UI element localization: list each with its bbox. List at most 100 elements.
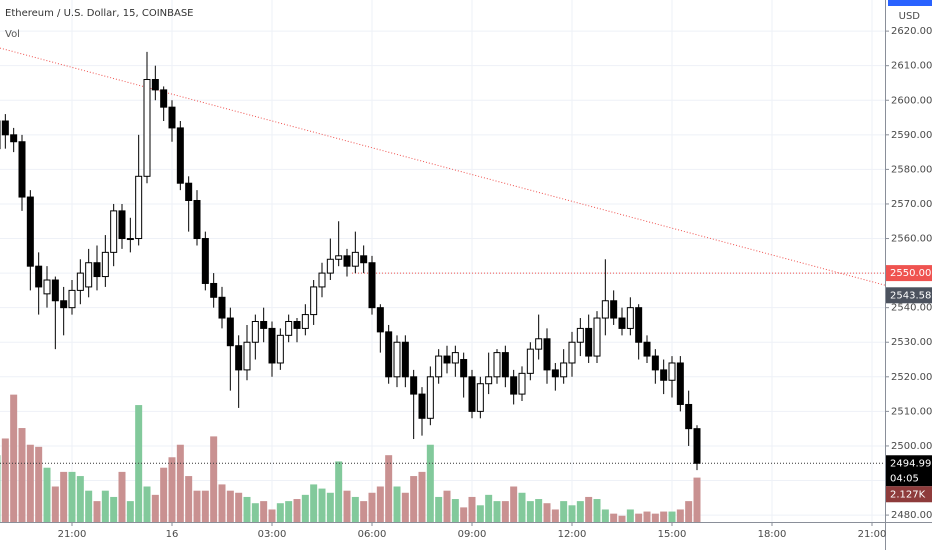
candle-body — [385, 331, 393, 378]
candle-body — [476, 383, 484, 412]
volume-bar — [118, 471, 126, 522]
candle-body — [518, 372, 526, 395]
candle-body — [18, 141, 26, 198]
symbol-badge — [888, 0, 932, 6]
volume-bar — [51, 486, 59, 522]
candle-body — [276, 334, 284, 364]
candle-body — [443, 355, 451, 364]
volume-bar — [335, 461, 343, 522]
volume-bar — [468, 496, 476, 522]
candle-body — [360, 255, 368, 264]
volume-bar — [568, 505, 576, 522]
volume-bar — [35, 446, 43, 522]
volume-tag-label: 2.127K — [890, 489, 926, 500]
candle-body — [135, 175, 143, 240]
candle-body — [185, 182, 193, 202]
candle-body — [110, 210, 118, 253]
x-tick-label: 21:00 — [858, 529, 887, 540]
candle-body — [351, 251, 359, 267]
volume-bar — [626, 509, 634, 522]
candle-body — [660, 369, 668, 381]
volume-bar — [676, 509, 684, 522]
candles — [0, 51, 701, 471]
candle-body — [126, 238, 134, 241]
y-tick-label: 2530.00 — [891, 337, 932, 348]
price-tag-label: 2543.58 — [890, 290, 931, 301]
x-tick-label: 15:00 — [658, 529, 687, 540]
volume-bar — [143, 486, 151, 522]
volume-bar — [610, 513, 618, 522]
volume-bar — [318, 488, 326, 522]
candle-body — [168, 106, 176, 129]
volume-bar — [601, 509, 609, 522]
volume-bar — [410, 476, 418, 522]
candle-body — [85, 262, 93, 288]
candle-body — [551, 369, 559, 378]
volume-bar — [543, 503, 551, 522]
x-tick-label: 03:00 — [258, 529, 287, 540]
candle-body — [218, 296, 226, 319]
candle-body — [485, 376, 493, 385]
volume-bar — [385, 455, 393, 522]
y-tick-label: 2520.00 — [891, 372, 932, 383]
volume-bar — [393, 486, 401, 522]
volume-bar — [618, 515, 626, 522]
candle-body — [368, 262, 376, 309]
candle-body — [585, 327, 593, 357]
volume-bar — [293, 499, 301, 522]
candle-body — [410, 376, 418, 395]
last-price-label: 2494.99 — [890, 458, 931, 469]
grid — [0, 0, 885, 522]
candle-body — [576, 327, 584, 343]
volume-bar — [651, 513, 659, 522]
volume-bar — [10, 394, 18, 522]
candle-body — [435, 355, 443, 378]
volume-bar — [343, 490, 351, 522]
volume-bar — [435, 496, 443, 522]
y-tick-label: 2620.00 — [891, 26, 932, 37]
y-tick-label: 2500.00 — [891, 441, 932, 452]
candle-body — [176, 127, 184, 184]
candle-body — [335, 255, 343, 260]
candle-body — [626, 307, 634, 329]
volume-bar — [210, 436, 218, 522]
volume-bar — [60, 471, 68, 522]
volume-bar — [560, 501, 568, 522]
volume-bar — [276, 503, 284, 522]
volume-title: Vol — [5, 29, 20, 40]
candle-body — [401, 341, 409, 378]
volume-bar — [501, 501, 509, 522]
volume-bar — [485, 494, 493, 522]
volume-pane — [0, 394, 701, 522]
candle-body — [693, 428, 701, 464]
volume-bar — [76, 476, 84, 522]
candle-body — [151, 79, 159, 91]
volume-bar — [301, 494, 309, 522]
x-tick-label: 12:00 — [558, 529, 587, 540]
candle-body — [493, 352, 501, 378]
candle-body — [285, 320, 293, 336]
volume-bar — [251, 503, 259, 522]
axes: 2480.002490.002500.002510.002520.002530.… — [58, 26, 932, 540]
y-tick-label: 2540.00 — [891, 303, 932, 314]
volume-bar — [310, 484, 318, 522]
volume-bar — [243, 496, 251, 522]
countdown: 04:05 — [890, 473, 919, 484]
volume-bar — [693, 477, 701, 522]
volume-bar — [593, 499, 601, 522]
volume-bar — [493, 501, 501, 522]
y-tick-label: 2480.00 — [891, 510, 932, 521]
volume-bar — [635, 513, 643, 522]
volume-bar — [110, 496, 118, 522]
currency-label[interactable]: USD — [899, 11, 921, 22]
volume-bar — [226, 490, 234, 522]
candle-body — [526, 348, 534, 374]
candle-body — [535, 338, 543, 350]
volume-bar — [68, 471, 76, 522]
x-tick-label: 18:00 — [758, 529, 787, 540]
volume-bar — [685, 501, 693, 522]
candle-body — [468, 376, 476, 412]
volume-bar — [660, 511, 668, 522]
y-tick-label: 2560.00 — [891, 234, 932, 245]
candle-body — [201, 238, 209, 284]
